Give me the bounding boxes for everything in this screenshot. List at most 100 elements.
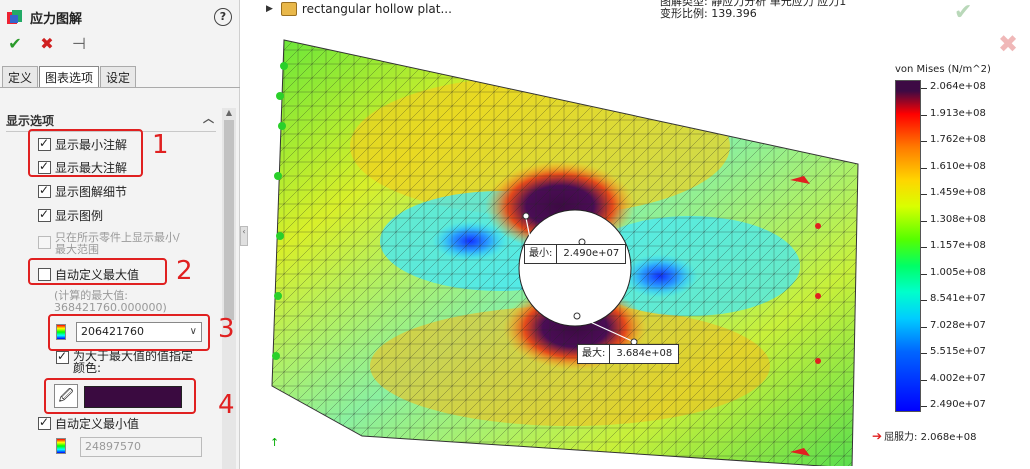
over-color-swatch[interactable] (84, 386, 182, 408)
over-color-checkbox[interactable] (56, 349, 69, 364)
stress-plot-icon (7, 10, 22, 24)
auto-min-checkbox[interactable] (38, 415, 51, 430)
panel-actions: ✔ ✖ ⊣ (6, 34, 88, 53)
panel-header: 应力图解 ? (6, 6, 232, 28)
show-detail-label: 显示图解细节 (55, 185, 128, 199)
cancel-icon[interactable]: ✖ (40, 34, 54, 53)
legend-label: 1.308e+08 (930, 213, 986, 225)
min-colormap (56, 438, 66, 454)
colormap-icon (56, 438, 66, 454)
property-manager: 应力图解 ? ✔ ✖ ⊣ 定义 图表选项 设定 显示选项 ︿ 显示最小注解 显示… (0, 0, 240, 469)
color-picker-icon[interactable]: 🖉 (54, 384, 78, 408)
panel-scrollbar[interactable]: ▲ (222, 108, 236, 469)
annotation-number-1: 1 (152, 130, 169, 160)
scrollbar-thumb[interactable] (224, 120, 234, 320)
tab-definition[interactable]: 定义 (2, 66, 39, 88)
min-callout-key: 最小: (525, 245, 558, 263)
legend-label: 1.157e+08 (930, 240, 986, 251)
show-legend-option[interactable]: 显示图例 (38, 207, 103, 224)
yield-arrow-icon: ➔ (872, 428, 883, 443)
max-colormap (56, 324, 66, 340)
show-max-option[interactable]: 显示最大注解 (38, 159, 127, 176)
legend-label: 1.005e+08 (930, 266, 986, 278)
legend-label: 1.610e+08 (930, 160, 986, 172)
axis-triad: ↑ (270, 436, 280, 449)
max-callout-key: 最大: (578, 345, 611, 363)
legend-title: von Mises (N/m^2) (895, 64, 991, 75)
model-name: rectangular hollow plat... (301, 2, 452, 16)
show-range-label: 只在所示零件上显示最小/ 最大范围 (55, 231, 180, 256)
auto-min-option[interactable]: 自动定义最小值 (38, 415, 139, 432)
auto-min-label: 自动定义最小值 (55, 417, 140, 431)
legend-label: 8.541e+07 (930, 293, 986, 304)
tab-chart-options[interactable]: 图表选项 (39, 66, 100, 88)
legend-label: 5.515e+07 (930, 346, 986, 357)
auto-max-label: 自动定义最大值 (55, 268, 140, 282)
ok-icon[interactable]: ✔ (8, 34, 22, 53)
show-min-label: 显示最小注解 (55, 138, 128, 152)
scroll-up-icon[interactable]: ▲ (225, 108, 233, 117)
show-max-label: 显示最大注解 (55, 161, 128, 175)
show-min-checkbox[interactable] (38, 136, 51, 151)
stress-plot-model[interactable] (270, 36, 870, 466)
max-value-select[interactable]: 206421760 ∨ (76, 322, 202, 342)
panel-tabs: 定义 图表选项 设定 (2, 66, 137, 88)
legend-tick (921, 353, 927, 354)
yield-label: 屈服力: 2.068e+08 (884, 432, 977, 443)
over-color-option[interactable]: 为大于最大值的值指定 颜色: (56, 349, 193, 374)
show-detail-option[interactable]: 显示图解细节 (38, 183, 127, 200)
legend-tick (921, 114, 927, 116)
legend-tick (921, 141, 927, 142)
plot-type-text: 图解类型: 静应力分析 单元应力 应力1 (660, 0, 847, 8)
max-callout[interactable]: 最大: 3.684e+08 (577, 344, 680, 364)
show-max-checkbox[interactable] (38, 159, 51, 174)
panel-collapse-handle[interactable]: ‹ (240, 226, 248, 246)
load-arrows (790, 176, 821, 456)
show-legend-checkbox[interactable] (38, 207, 51, 222)
feature-tree-flyout[interactable]: ▶ rectangular hollow plat... (266, 2, 452, 16)
section-display-options[interactable]: 显示选项 ︿ (6, 112, 216, 132)
colormap-icon (56, 324, 66, 340)
plot-info: 图解类型: 静应力分析 单元应力 应力1 变形比例: 139.396 (660, 0, 846, 20)
confirm-check-icon[interactable]: ✔ (954, 0, 973, 25)
auto-max-option[interactable]: 自动定义最大值 (38, 266, 139, 283)
section-title: 显示选项 (6, 114, 55, 128)
legend-tick (921, 88, 927, 89)
chevron-down-icon[interactable]: ∨ (189, 326, 197, 337)
fixture-markers (272, 62, 288, 360)
tab-divider (0, 87, 240, 88)
computed-max-note: (计算的最大值: 368421760.000000) (54, 289, 167, 314)
show-range-checkbox (38, 236, 51, 249)
tab-settings[interactable]: 设定 (100, 66, 137, 88)
chevron-up-icon[interactable]: ︿ (203, 112, 214, 125)
annotation-number-2: 2 (176, 256, 193, 286)
legend-label: 1.762e+08 (930, 134, 986, 145)
annotation-number-3: 3 (218, 314, 235, 344)
annotation-box-2 (28, 258, 167, 285)
cancel-x-icon[interactable]: ✖ (998, 30, 1019, 58)
auto-max-checkbox[interactable] (38, 268, 51, 281)
annotation-box-3 (48, 314, 210, 351)
annotation-box-4 (44, 378, 196, 414)
legend-tick (921, 379, 927, 381)
legend-tick (921, 247, 927, 248)
expand-arrow-icon[interactable]: ▶ (266, 4, 273, 14)
pin-icon[interactable]: ⊣ (72, 34, 86, 53)
legend-label: 4.002e+07 (930, 372, 986, 384)
min-callout-value: 2.490e+07 (563, 248, 620, 259)
legend-label: 7.028e+07 (930, 319, 986, 331)
legend-tick (921, 194, 927, 195)
legend-tick (921, 300, 927, 301)
min-callout[interactable]: 最小: 2.490e+07 (524, 244, 627, 264)
legend-label: 1.913e+08 (930, 107, 986, 119)
show-legend-label: 显示图例 (55, 209, 104, 223)
help-icon[interactable]: ? (214, 8, 232, 26)
show-detail-checkbox[interactable] (38, 183, 51, 198)
show-min-option[interactable]: 显示最小注解 (38, 136, 127, 153)
annotation-box-1 (28, 129, 143, 177)
legend-tick (921, 167, 927, 169)
legend-tick (921, 406, 927, 407)
legend-label: 2.064e+08 (930, 81, 986, 92)
legend-colorbar (895, 80, 921, 412)
show-range-option: 只在所示零件上显示最小/ 最大范围 (38, 232, 180, 256)
